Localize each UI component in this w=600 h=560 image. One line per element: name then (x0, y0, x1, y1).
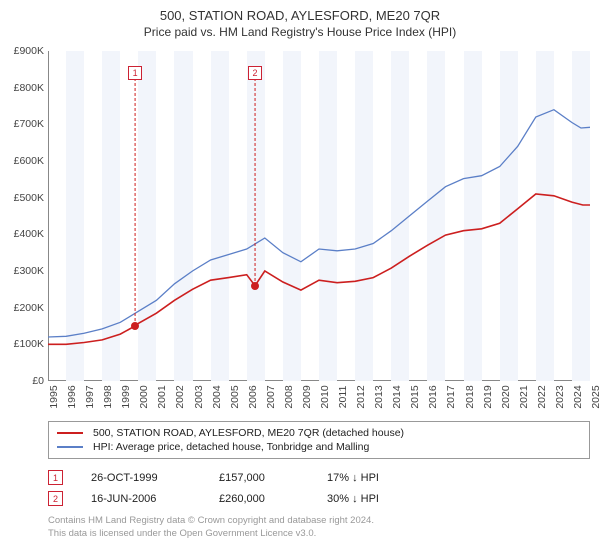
sale-row: 1 26-OCT-1999 £157,000 17% ↓ HPI (48, 467, 590, 488)
legend-swatch (57, 446, 83, 448)
sale-marker-box: 2 (248, 66, 262, 80)
x-tick: 2002 (174, 385, 186, 408)
x-tick: 2001 (156, 385, 168, 408)
y-tick: £500K (0, 192, 44, 204)
x-tick: 2018 (464, 385, 476, 408)
legend-item: HPI: Average price, detached house, Tonb… (57, 440, 581, 454)
x-tick: 2016 (427, 385, 439, 408)
series-hpi (48, 110, 590, 337)
x-tick: 2012 (355, 385, 367, 408)
x-tick: 2024 (572, 385, 584, 408)
attribution-line: This data is licensed under the Open Gov… (48, 528, 590, 541)
x-tick: 2025 (590, 385, 600, 408)
sale-index: 2 (48, 491, 63, 506)
x-tick: 1996 (66, 385, 78, 408)
y-tick: £600K (0, 155, 44, 167)
x-tick: 2023 (554, 385, 566, 408)
sale-dot (251, 282, 259, 290)
x-tick: 1998 (102, 385, 114, 408)
sales-list: 1 26-OCT-1999 £157,000 17% ↓ HPI 2 16-JUN-200… (48, 467, 590, 509)
x-tick: 1997 (84, 385, 96, 408)
x-tick: 2019 (482, 385, 494, 408)
x-tick: 1995 (48, 385, 60, 408)
x-tick: 2010 (319, 385, 331, 408)
y-tick: £200K (0, 302, 44, 314)
y-tick: £0 (0, 375, 44, 387)
sale-marker-box: 1 (128, 66, 142, 80)
sale-index: 1 (48, 470, 63, 485)
x-tick: 2006 (247, 385, 259, 408)
legend: 500, STATION ROAD, AYLESFORD, ME20 7QR (… (48, 421, 590, 459)
x-tick: 2011 (337, 386, 349, 409)
sale-date: 26-OCT-1999 (91, 472, 191, 484)
x-tick: 2005 (229, 385, 241, 408)
legend-label: HPI: Average price, detached house, Tonb… (93, 441, 369, 453)
x-tick: 2007 (265, 385, 277, 408)
page-title: 500, STATION ROAD, AYLESFORD, ME20 7QR (0, 8, 600, 23)
chart-lines (48, 51, 590, 381)
x-tick: 2014 (391, 385, 403, 408)
x-tick: 2015 (409, 385, 421, 408)
x-tick: 2022 (536, 385, 548, 408)
y-tick: £100K (0, 338, 44, 350)
page-subtitle: Price paid vs. HM Land Registry's House … (0, 25, 600, 39)
legend-swatch (57, 432, 83, 434)
x-tick: 1999 (120, 385, 132, 408)
x-tick: 2020 (500, 385, 512, 408)
y-tick: £800K (0, 82, 44, 94)
attribution: Contains HM Land Registry data © Crown c… (48, 515, 590, 541)
x-tick: 2008 (283, 385, 295, 408)
x-tick: 2013 (373, 385, 385, 408)
sale-diff: 17% ↓ HPI (327, 472, 417, 484)
x-tick: 2021 (518, 385, 530, 408)
y-tick: £900K (0, 45, 44, 57)
sale-diff: 30% ↓ HPI (327, 493, 417, 505)
sale-row: 2 16-JUN-2006 £260,000 30% ↓ HPI (48, 488, 590, 509)
x-tick: 2004 (211, 385, 223, 408)
x-tick: 2000 (138, 385, 150, 408)
sale-price: £157,000 (219, 472, 299, 484)
attribution-line: Contains HM Land Registry data © Crown c… (48, 515, 590, 528)
x-tick: 2003 (193, 385, 205, 408)
price-chart: £0£100K£200K£300K£400K£500K£600K£700K£80… (48, 51, 590, 381)
y-tick: £300K (0, 265, 44, 277)
series-price_paid (48, 194, 590, 344)
x-tick: 2009 (301, 385, 313, 408)
y-tick: £700K (0, 118, 44, 130)
x-tick: 2017 (445, 385, 457, 408)
legend-label: 500, STATION ROAD, AYLESFORD, ME20 7QR (… (93, 427, 404, 439)
sale-date: 16-JUN-2006 (91, 493, 191, 505)
legend-item: 500, STATION ROAD, AYLESFORD, ME20 7QR (… (57, 426, 581, 440)
sale-price: £260,000 (219, 493, 299, 505)
y-tick: £400K (0, 228, 44, 240)
